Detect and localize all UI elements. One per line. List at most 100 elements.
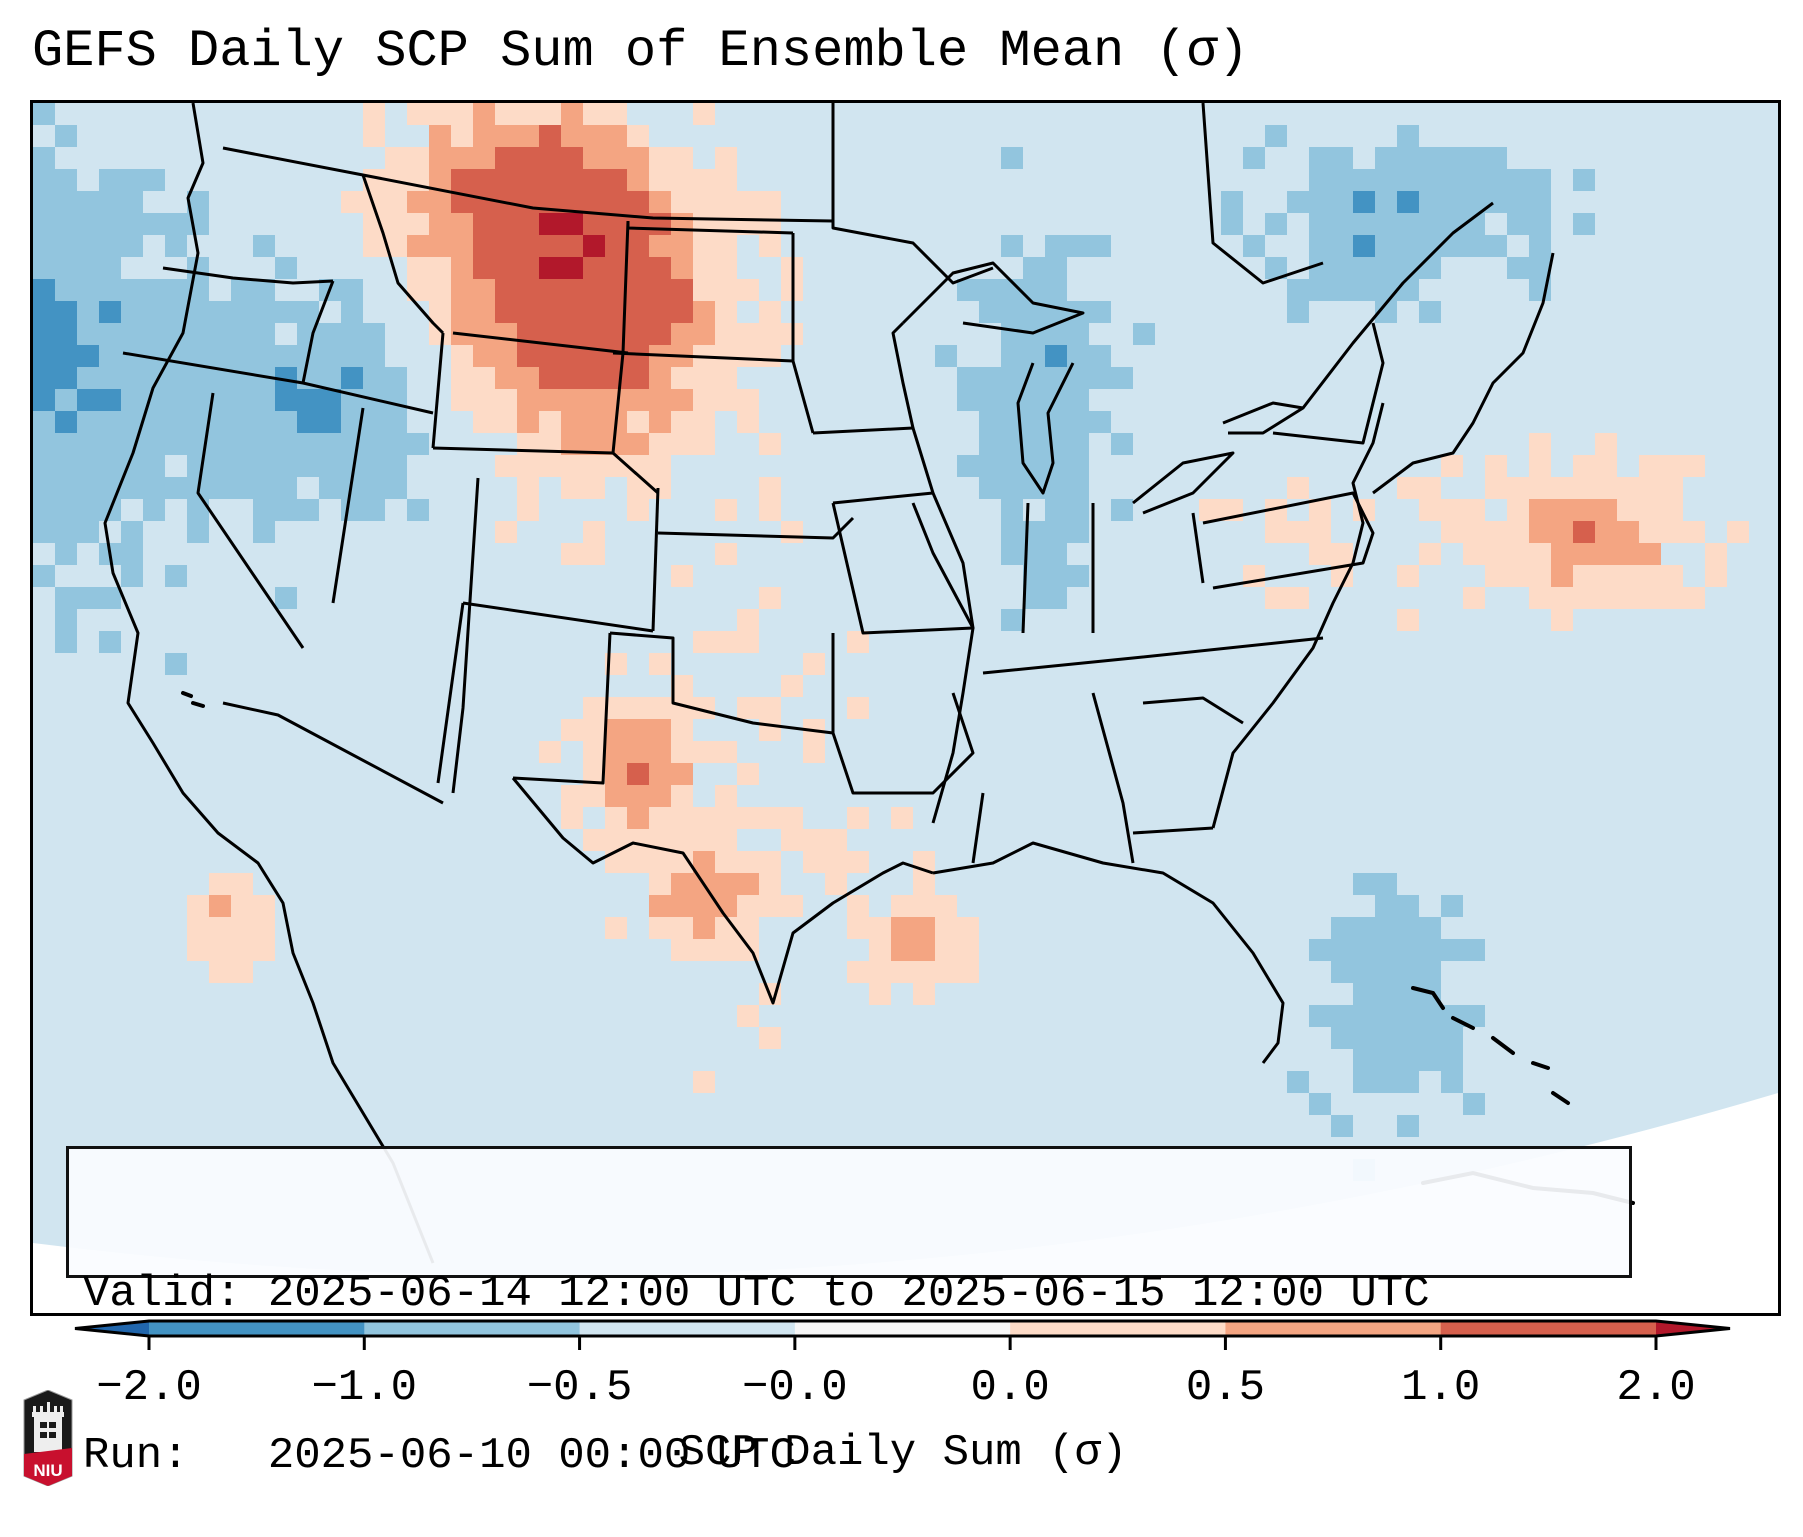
heatmap-cell [847,961,870,984]
heatmap-cell [385,785,408,808]
heatmap-cell [693,785,716,808]
heatmap-cell [297,125,320,148]
heatmap-cell [649,983,672,1006]
heatmap-cell [781,631,804,654]
heatmap-cell [1595,785,1618,808]
heatmap-cell [121,499,144,522]
heatmap-cell [1221,587,1244,610]
heatmap-cell [231,851,254,874]
heatmap-cell [1375,961,1398,984]
heatmap-cell [407,895,430,918]
heatmap-cell [385,279,408,302]
heatmap-cell [891,873,914,896]
heatmap-cell [363,433,386,456]
heatmap-cell [187,499,210,522]
heatmap-cell [1463,807,1486,830]
heatmap-cell [231,345,254,368]
heatmap-cell [341,697,364,720]
heatmap-cell [1705,345,1728,368]
heatmap-cell [1353,1093,1376,1116]
heatmap-cell [55,103,78,126]
heatmap-cell [1045,939,1068,962]
heatmap-cell [187,719,210,742]
heatmap-cell [385,741,408,764]
heatmap-cell [451,785,474,808]
heatmap-cell [77,697,100,720]
heatmap-cell [77,653,100,676]
heatmap-cell [847,103,870,126]
heatmap-cell [1045,389,1068,412]
heatmap-cell [231,235,254,258]
heatmap-cell [759,675,782,698]
heatmap-cell [165,829,188,852]
heatmap-cell [561,631,584,654]
heatmap-cell [649,1115,672,1138]
colorbar-label: SCP Daily Sum (σ) [678,1428,1128,1478]
heatmap-cell [1045,1093,1068,1116]
heatmap-cell [1485,807,1508,830]
heatmap-cell [451,631,474,654]
logo-band [24,1448,72,1486]
heatmap-cell [143,851,166,874]
heatmap-cell [77,675,100,698]
heatmap-cell [1265,741,1288,764]
heatmap-cell [649,1005,672,1028]
heatmap-cell [1551,1093,1574,1116]
heatmap-cell [1419,807,1442,830]
heatmap-cell [143,873,166,896]
heatmap-cell [1375,587,1398,610]
heatmap-cell [1727,125,1750,148]
heatmap-cell [253,763,276,786]
heatmap-cell [1089,257,1112,280]
map-panel[interactable] [30,100,1781,1316]
heatmap-cell [363,521,386,544]
heatmap-cell [1265,829,1288,852]
heatmap-cell [473,543,496,566]
heatmap-cell [671,103,694,126]
heatmap-cell [693,455,716,478]
heatmap-cell [1595,895,1618,918]
heatmap-cell [1397,741,1420,764]
heatmap-cell [363,367,386,390]
heatmap-cell [1199,565,1222,588]
st-lawrence [1301,201,1494,409]
heatmap-cell [737,565,760,588]
heatmap-cell [385,191,408,214]
heatmap-cell [869,543,892,566]
heatmap-cell [715,1005,738,1028]
heatmap-cell [1089,939,1112,962]
heatmap-cell [1089,147,1112,170]
heatmap-cell [1375,565,1398,588]
heatmap-cell [1155,939,1178,962]
heatmap-cell [1089,279,1112,302]
heatmap-cell [1683,1005,1706,1028]
heatmap-cell [759,653,782,676]
heatmap-cell [737,521,760,544]
heatmap-cell [1551,411,1574,434]
heatmap-cell [759,1005,782,1028]
heatmap-cell [693,609,716,632]
heatmap-cell [209,169,232,192]
heatmap-cell [231,279,254,302]
heatmap-cell [1727,609,1750,632]
heatmap-cell [1617,697,1640,720]
heatmap-cell [935,1071,958,1094]
heatmap-cell [1067,1049,1090,1072]
heatmap-cell [891,653,914,676]
heatmap-cell [1551,499,1574,522]
heatmap-cell [1727,455,1750,478]
heatmap-cell [297,653,320,676]
gulf-coast [932,841,1285,1064]
heatmap-cell [99,389,122,412]
heatmap-cell [561,543,584,566]
heatmap-cell [231,895,254,918]
heatmap-cell [1419,609,1442,632]
heatmap-cell [825,763,848,786]
heatmap-cell [319,433,342,456]
heatmap-cell [121,829,144,852]
heatmap-cell [1661,587,1684,610]
heatmap-cell [385,103,408,126]
heatmap-cell [121,213,144,236]
wy-co-border [432,446,659,495]
heatmap-cell [605,499,628,522]
